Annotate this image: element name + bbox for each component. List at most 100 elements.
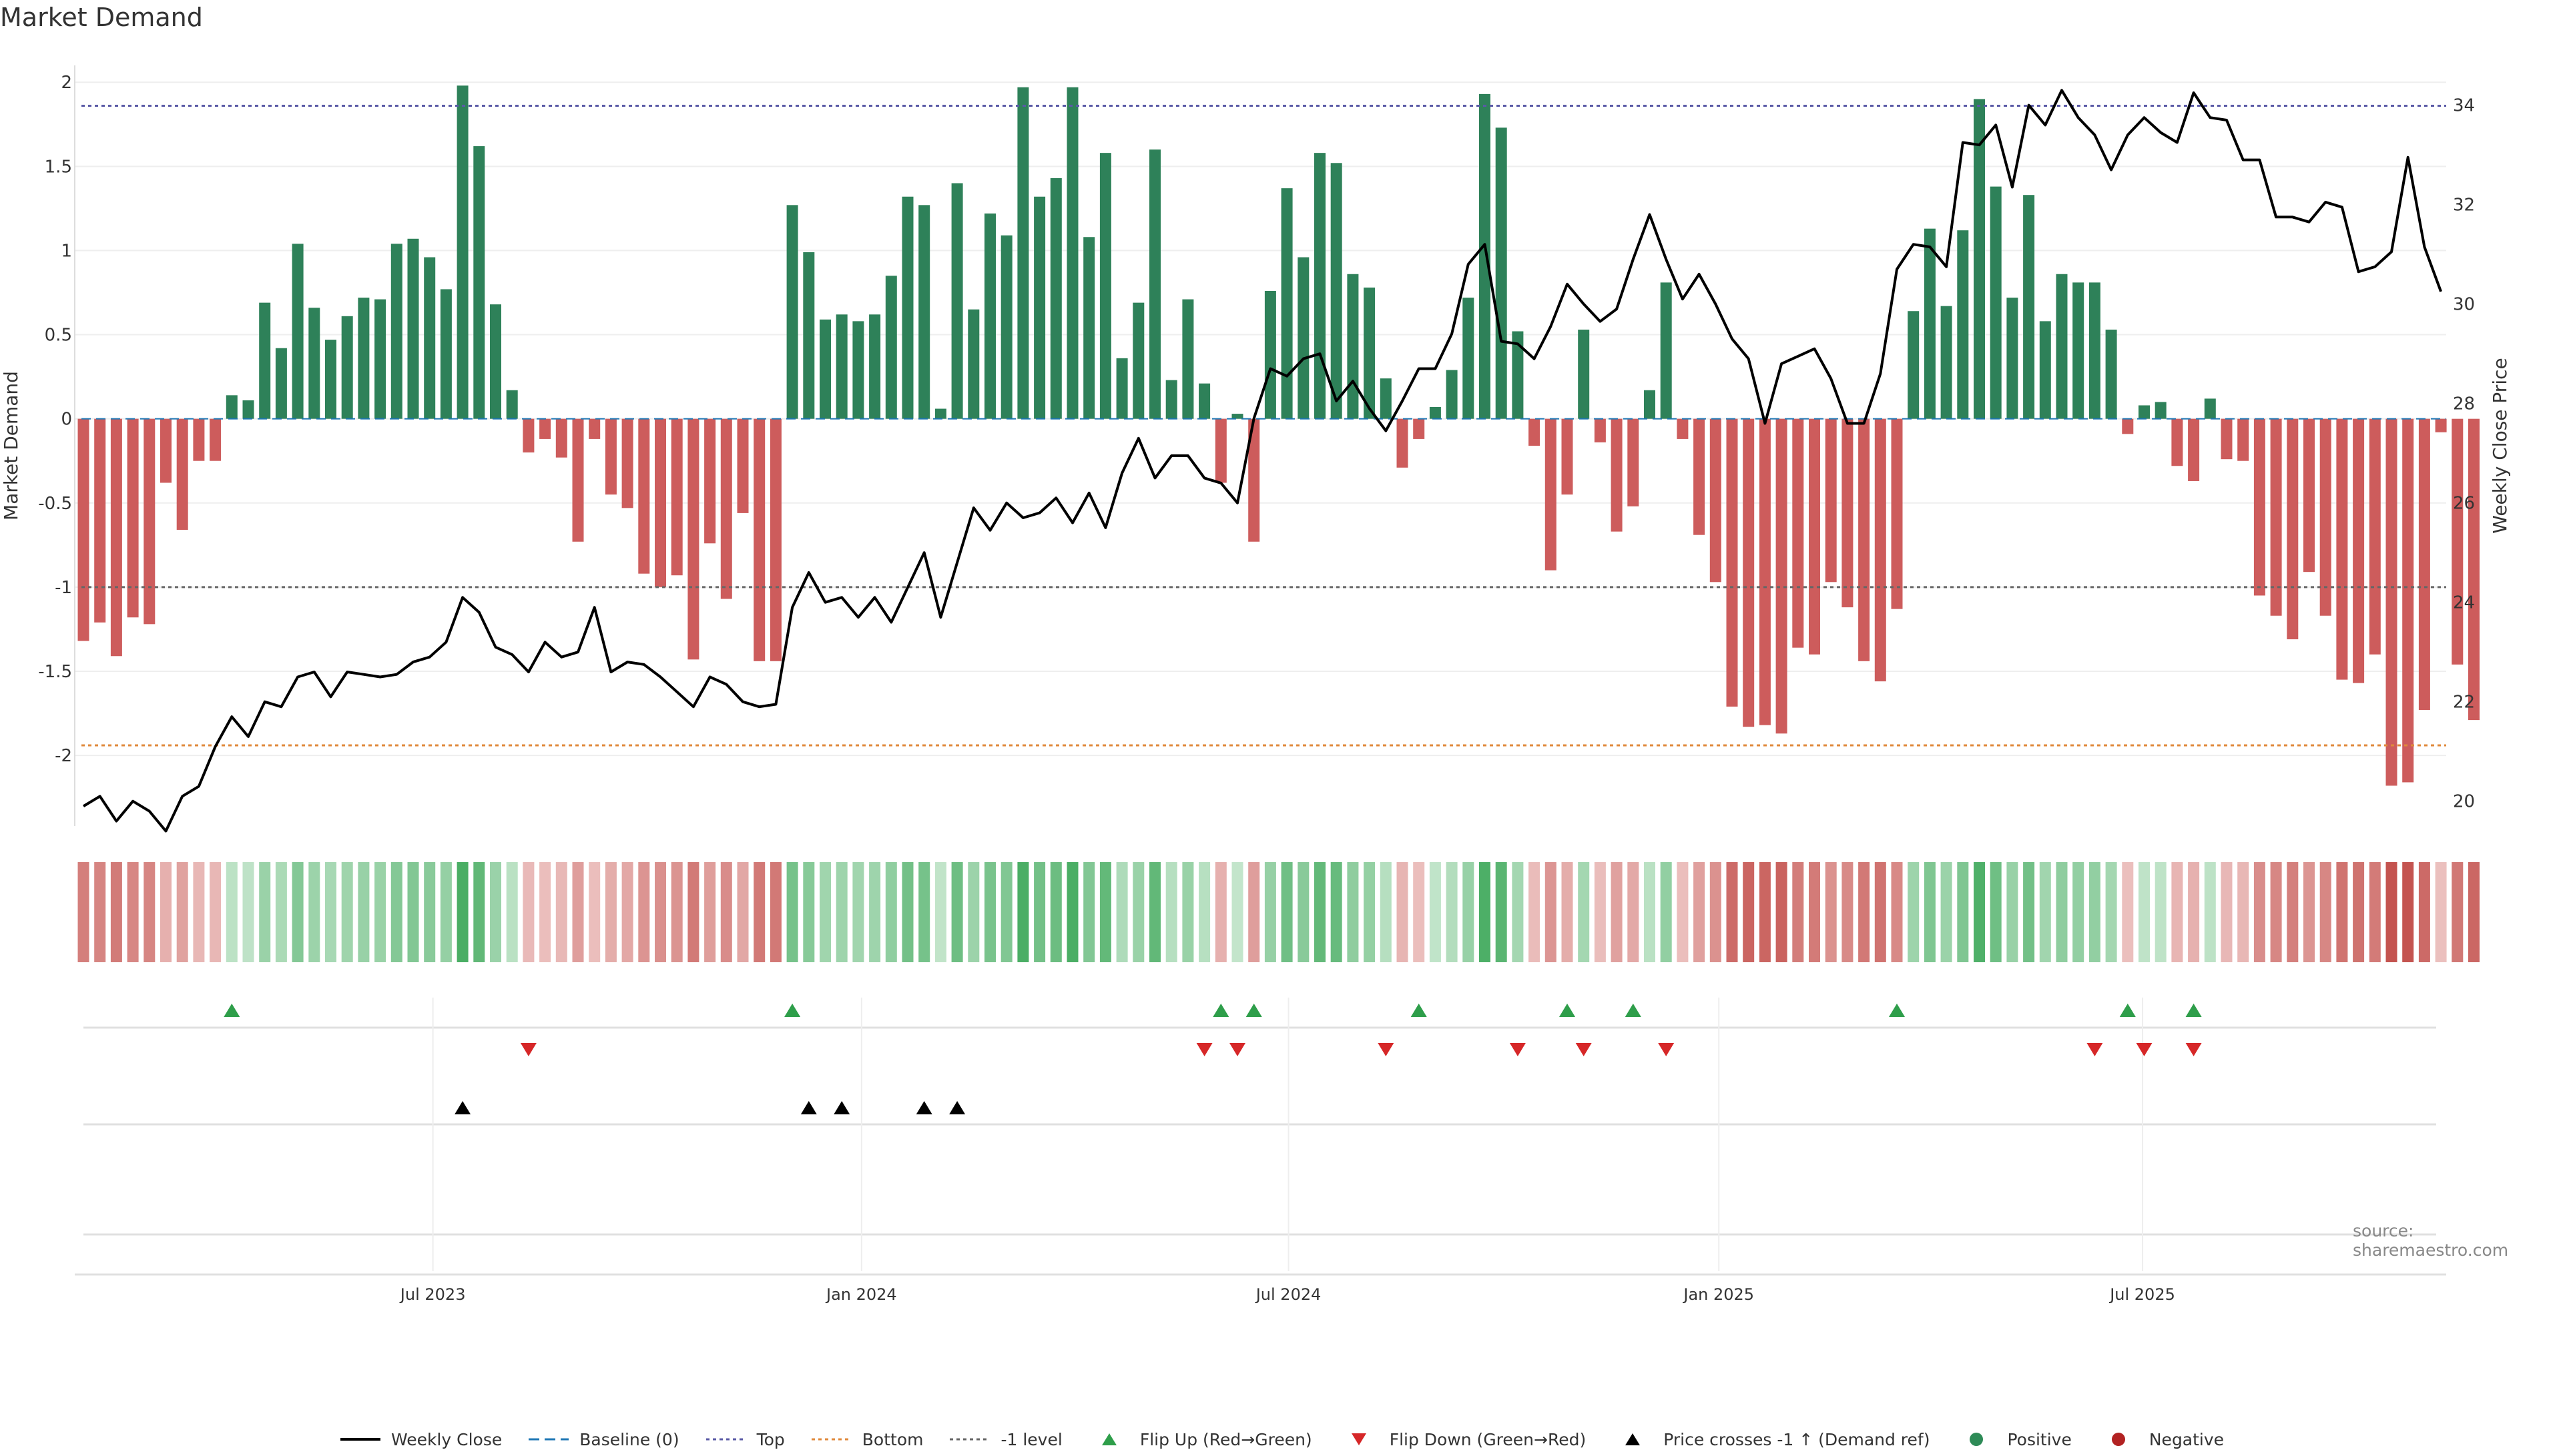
heatmap-cell — [1364, 862, 1376, 962]
legend-item: -1 level — [948, 1429, 1063, 1449]
y2-tick-label: 30 — [2453, 295, 2475, 315]
flip-down-marker — [2185, 1043, 2202, 1056]
heatmap-cell — [506, 862, 518, 962]
heatmap-cell — [1660, 862, 1672, 962]
heatmap-cell — [2023, 862, 2035, 962]
heatmap-cell — [638, 862, 650, 962]
y-tick-label: 1 — [61, 241, 72, 261]
heatmap-cell — [259, 862, 271, 962]
demand-bar — [1083, 237, 1095, 419]
heatmap-cell — [1940, 862, 1952, 962]
demand-bar — [1792, 418, 1804, 648]
demand-bar — [1974, 99, 1985, 419]
demand-bar — [1693, 418, 1705, 535]
demand-bar — [1759, 418, 1771, 725]
demand-bar — [1446, 370, 1458, 419]
demand-bar — [869, 314, 881, 419]
heatmap-cell — [358, 862, 370, 962]
demand-bar — [473, 146, 485, 419]
flip-up-marker — [1625, 1004, 1641, 1017]
demand-bar — [1182, 299, 1194, 419]
demand-bar — [1644, 390, 1655, 419]
y2-tick-label: 26 — [2453, 494, 2475, 514]
heatmap-cell — [1990, 862, 2002, 962]
heatmap-cell — [1001, 862, 1013, 962]
heatmap-cell — [2006, 862, 2018, 962]
demand-bar — [506, 390, 518, 419]
demand-bar — [193, 418, 205, 461]
heatmap-cell — [2303, 862, 2315, 962]
heatmap-cell — [1693, 862, 1705, 962]
heatmap-cell — [1462, 862, 1474, 962]
heatmap-cell — [902, 862, 914, 962]
demand-bar — [2287, 418, 2299, 640]
y-tick-label: -2 — [55, 746, 72, 766]
heatmap-cell — [539, 862, 551, 962]
demand-bar — [720, 418, 732, 599]
heatmap-cell — [2253, 862, 2265, 962]
source-note: source: sharemaestro.com — [2353, 1221, 2509, 1260]
y2-tick-label: 22 — [2453, 693, 2475, 713]
demand-bar — [1957, 230, 1969, 419]
demand-bar — [440, 289, 452, 419]
y-tick-label: 0.5 — [45, 326, 72, 346]
heatmap-cell — [852, 862, 864, 962]
heatmap-cell — [127, 862, 139, 962]
x-tick-label: Jul 2023 — [399, 1285, 466, 1304]
y2-axis-title: Weekly Close Price — [2489, 358, 2511, 533]
demand-bar — [2122, 418, 2134, 434]
demand-bar — [77, 418, 89, 641]
heatmap-cell — [1775, 862, 1787, 962]
heatmap-cell — [1116, 862, 1128, 962]
heatmap-cell — [2336, 862, 2348, 962]
flip-up-marker — [1410, 1004, 1427, 1017]
heatmap-cell — [704, 862, 716, 962]
heatmap-cell — [2402, 862, 2414, 962]
demand-bar — [1908, 311, 1920, 419]
demand-bar — [1396, 418, 1408, 468]
demand-bar — [1874, 418, 1886, 682]
heatmap-cell — [226, 862, 238, 962]
y2-tick-label: 20 — [2453, 792, 2475, 812]
demand-bar — [358, 298, 370, 419]
demand-bar — [1528, 418, 1540, 446]
demand-bar — [2006, 298, 2018, 419]
demand-bar — [1429, 406, 1441, 419]
demand-bar — [621, 418, 633, 508]
heatmap-cell — [589, 862, 601, 962]
legend-swatch-dash — [529, 1438, 569, 1441]
heatmap-cell — [1199, 862, 1211, 962]
heatmap-cell — [2056, 862, 2068, 962]
flip-down-marker — [1575, 1043, 1592, 1056]
demand-bar — [984, 213, 996, 419]
demand-bar — [1709, 418, 1721, 583]
demand-bar — [226, 395, 238, 419]
legend-swatch-shape — [2111, 1433, 2125, 1446]
legend-label: Bottom — [862, 1429, 924, 1449]
flip-up-marker — [1559, 1004, 1575, 1017]
heatmap-cell — [1809, 862, 1820, 962]
price-cross-marker — [834, 1101, 850, 1114]
heatmap-cell — [621, 862, 633, 962]
demand-bar — [341, 316, 353, 419]
demand-bar — [2353, 418, 2365, 683]
legend-swatch-dot — [811, 1438, 852, 1441]
legend-label: -1 level — [1001, 1429, 1063, 1449]
heatmap-cell — [1182, 862, 1194, 962]
demand-bar — [2023, 195, 2035, 419]
demand-bar — [951, 183, 963, 419]
legend-item: Top — [705, 1430, 785, 1449]
heatmap-cell — [193, 862, 205, 962]
heatmap-cell — [1743, 862, 1755, 962]
demand-bar — [2369, 418, 2381, 655]
demand-bars-layer — [77, 85, 2480, 786]
axes-layer: -2 -1.5 -1 -0.5 0 0.5 1 1.5 2 20 22 24 26 28 30 32 34 Mar… — [0, 65, 2511, 826]
heatmap-cell — [110, 862, 122, 962]
y2-tick-label: 28 — [2453, 394, 2475, 414]
y-tick-label: -1 — [55, 578, 72, 598]
heatmap-cell — [2155, 862, 2167, 962]
demand-bar — [1215, 418, 1227, 483]
demand-bar — [2452, 418, 2464, 665]
heatmap-cell — [457, 862, 469, 962]
